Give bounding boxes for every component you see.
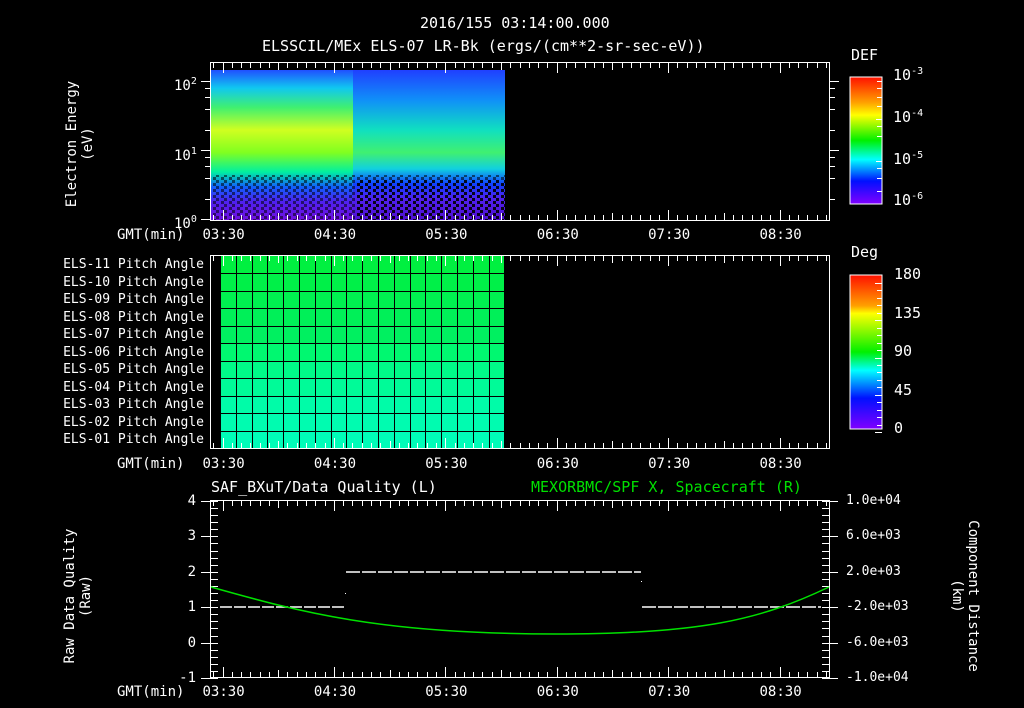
- distance-ytick-label: 6.0e+03: [846, 528, 901, 544]
- time-tick-label: 03:30: [202, 227, 245, 243]
- panel3-ylabel-right-line2: (km): [949, 579, 965, 613]
- def-tick-1e-5: 10-5: [893, 150, 924, 168]
- quality-ytick-label: 4: [187, 493, 196, 509]
- pitch-angle-row-label: ELS-07 Pitch Angle: [63, 327, 204, 342]
- time-tick-label: 06:30: [536, 456, 579, 472]
- def-tick-1e-6: 10-6: [893, 191, 924, 209]
- panel1-ytick-10: 101: [174, 146, 197, 164]
- deg-tick-label: 45: [894, 380, 913, 399]
- panel3-ylabel-left-line1: Raw Data Quality: [62, 528, 78, 664]
- time-tick-label: 07:30: [648, 227, 691, 243]
- pitch-angle-row-label: ELS-08 Pitch Angle: [63, 309, 204, 325]
- panel3-left-title: SAF_BXuT/Data Quality (L): [211, 478, 437, 496]
- quality-ytick-label: 3: [187, 528, 196, 545]
- panel3-ylabel-left: Raw Data Quality (Raw): [62, 521, 94, 671]
- panel1-ytick-100: 102: [174, 76, 197, 94]
- panel3-ylabel-right-line1: Component Distance: [965, 520, 981, 672]
- time-tick-label: 05:30: [425, 456, 468, 472]
- plot-timestamp: 2016/155 03:14:00.000: [420, 14, 610, 32]
- panel1-xlabel: GMT(min): [117, 227, 185, 243]
- pitch-angle-row-label: ELS-10 Pitch Angle: [63, 274, 204, 290]
- distance-ytick-label: 2.0e+03: [846, 563, 901, 579]
- pitch-angle-row-label: ELS-06 Pitch Angle: [63, 344, 204, 360]
- spf-x-line: [210, 586, 830, 635]
- quality-ytick-label: -1: [179, 670, 196, 686]
- time-tick-label: 04:30: [313, 456, 357, 472]
- time-tick-label: 08:30: [759, 456, 802, 472]
- panel3-ylabel-right: Component Distance (km): [949, 511, 981, 681]
- time-tick-label: 06:30: [536, 227, 579, 243]
- time-tick-label: 05:30: [425, 227, 468, 243]
- quality-ytick-label: 2: [187, 563, 196, 580]
- time-tick-label: 07:30: [648, 684, 691, 700]
- time-tick-label: 07:30: [648, 456, 691, 472]
- def-colorbar-title: DEF: [851, 46, 879, 64]
- def-tick-1e-4: 10-4: [893, 108, 924, 126]
- pitch-angle-row-label: ELS-09 Pitch Angle: [63, 292, 204, 307]
- quality-ytick-label: 1: [187, 599, 196, 616]
- plot-title: ELSSCIL/MEx ELS-07 LR-Bk (ergs/(cm**2-sr…: [262, 37, 705, 55]
- deg-tick-label: 180: [894, 265, 922, 283]
- pitch-angle-row-label: ELS-02 Pitch Angle: [63, 414, 204, 430]
- pitch-angle-row-label: ELS-05 Pitch Angle: [63, 362, 204, 377]
- quality-ytick-label: 0: [187, 634, 196, 651]
- time-tick-label: 03:30: [202, 684, 245, 700]
- time-tick-label: 03:30: [202, 456, 245, 472]
- time-tick-label: 04:30: [313, 227, 357, 243]
- distance-ytick-label: 1.0e+04: [846, 493, 901, 508]
- time-tick-label: 06:30: [536, 684, 579, 700]
- pitch-angle-row-label: ELS-04 Pitch Angle: [63, 379, 204, 395]
- deg-colorbar-title: Deg: [851, 243, 879, 261]
- panel1-ytick-1: 100: [174, 214, 197, 232]
- panel2-xlabel: GMT(min): [117, 456, 185, 472]
- deg-tick-label: 135: [894, 303, 922, 322]
- time-tick-label: 08:30: [759, 684, 802, 700]
- pitch-angle-row-label: ELS-01 Pitch Angle: [63, 432, 204, 447]
- pitch-angle-row-label: ELS-11 Pitch Angle: [63, 257, 204, 272]
- distance-ytick-label: -6.0e+03: [846, 634, 909, 650]
- time-tick-label: 04:30: [313, 684, 357, 700]
- def-tick-1e-3: 10-3: [893, 66, 924, 84]
- quality-line: [220, 571, 821, 608]
- deg-tick-label: 0: [894, 419, 904, 437]
- time-tick-label: 05:30: [425, 684, 468, 700]
- panel3-right-title: MEXORBMC/SPF X, Spacecraft (R): [531, 478, 802, 496]
- distance-ytick-label: -1.0e+04: [846, 670, 909, 685]
- deg-tick-label: 90: [894, 342, 913, 360]
- pitch-angle-row-label: ELS-03 Pitch Angle: [63, 397, 204, 412]
- time-tick-label: 08:30: [759, 227, 802, 243]
- panel3-ylabel-left-line2: (Raw): [78, 574, 94, 618]
- panel3-xlabel: GMT(min): [117, 684, 185, 700]
- distance-ytick-label: -2.0e+03: [846, 599, 909, 615]
